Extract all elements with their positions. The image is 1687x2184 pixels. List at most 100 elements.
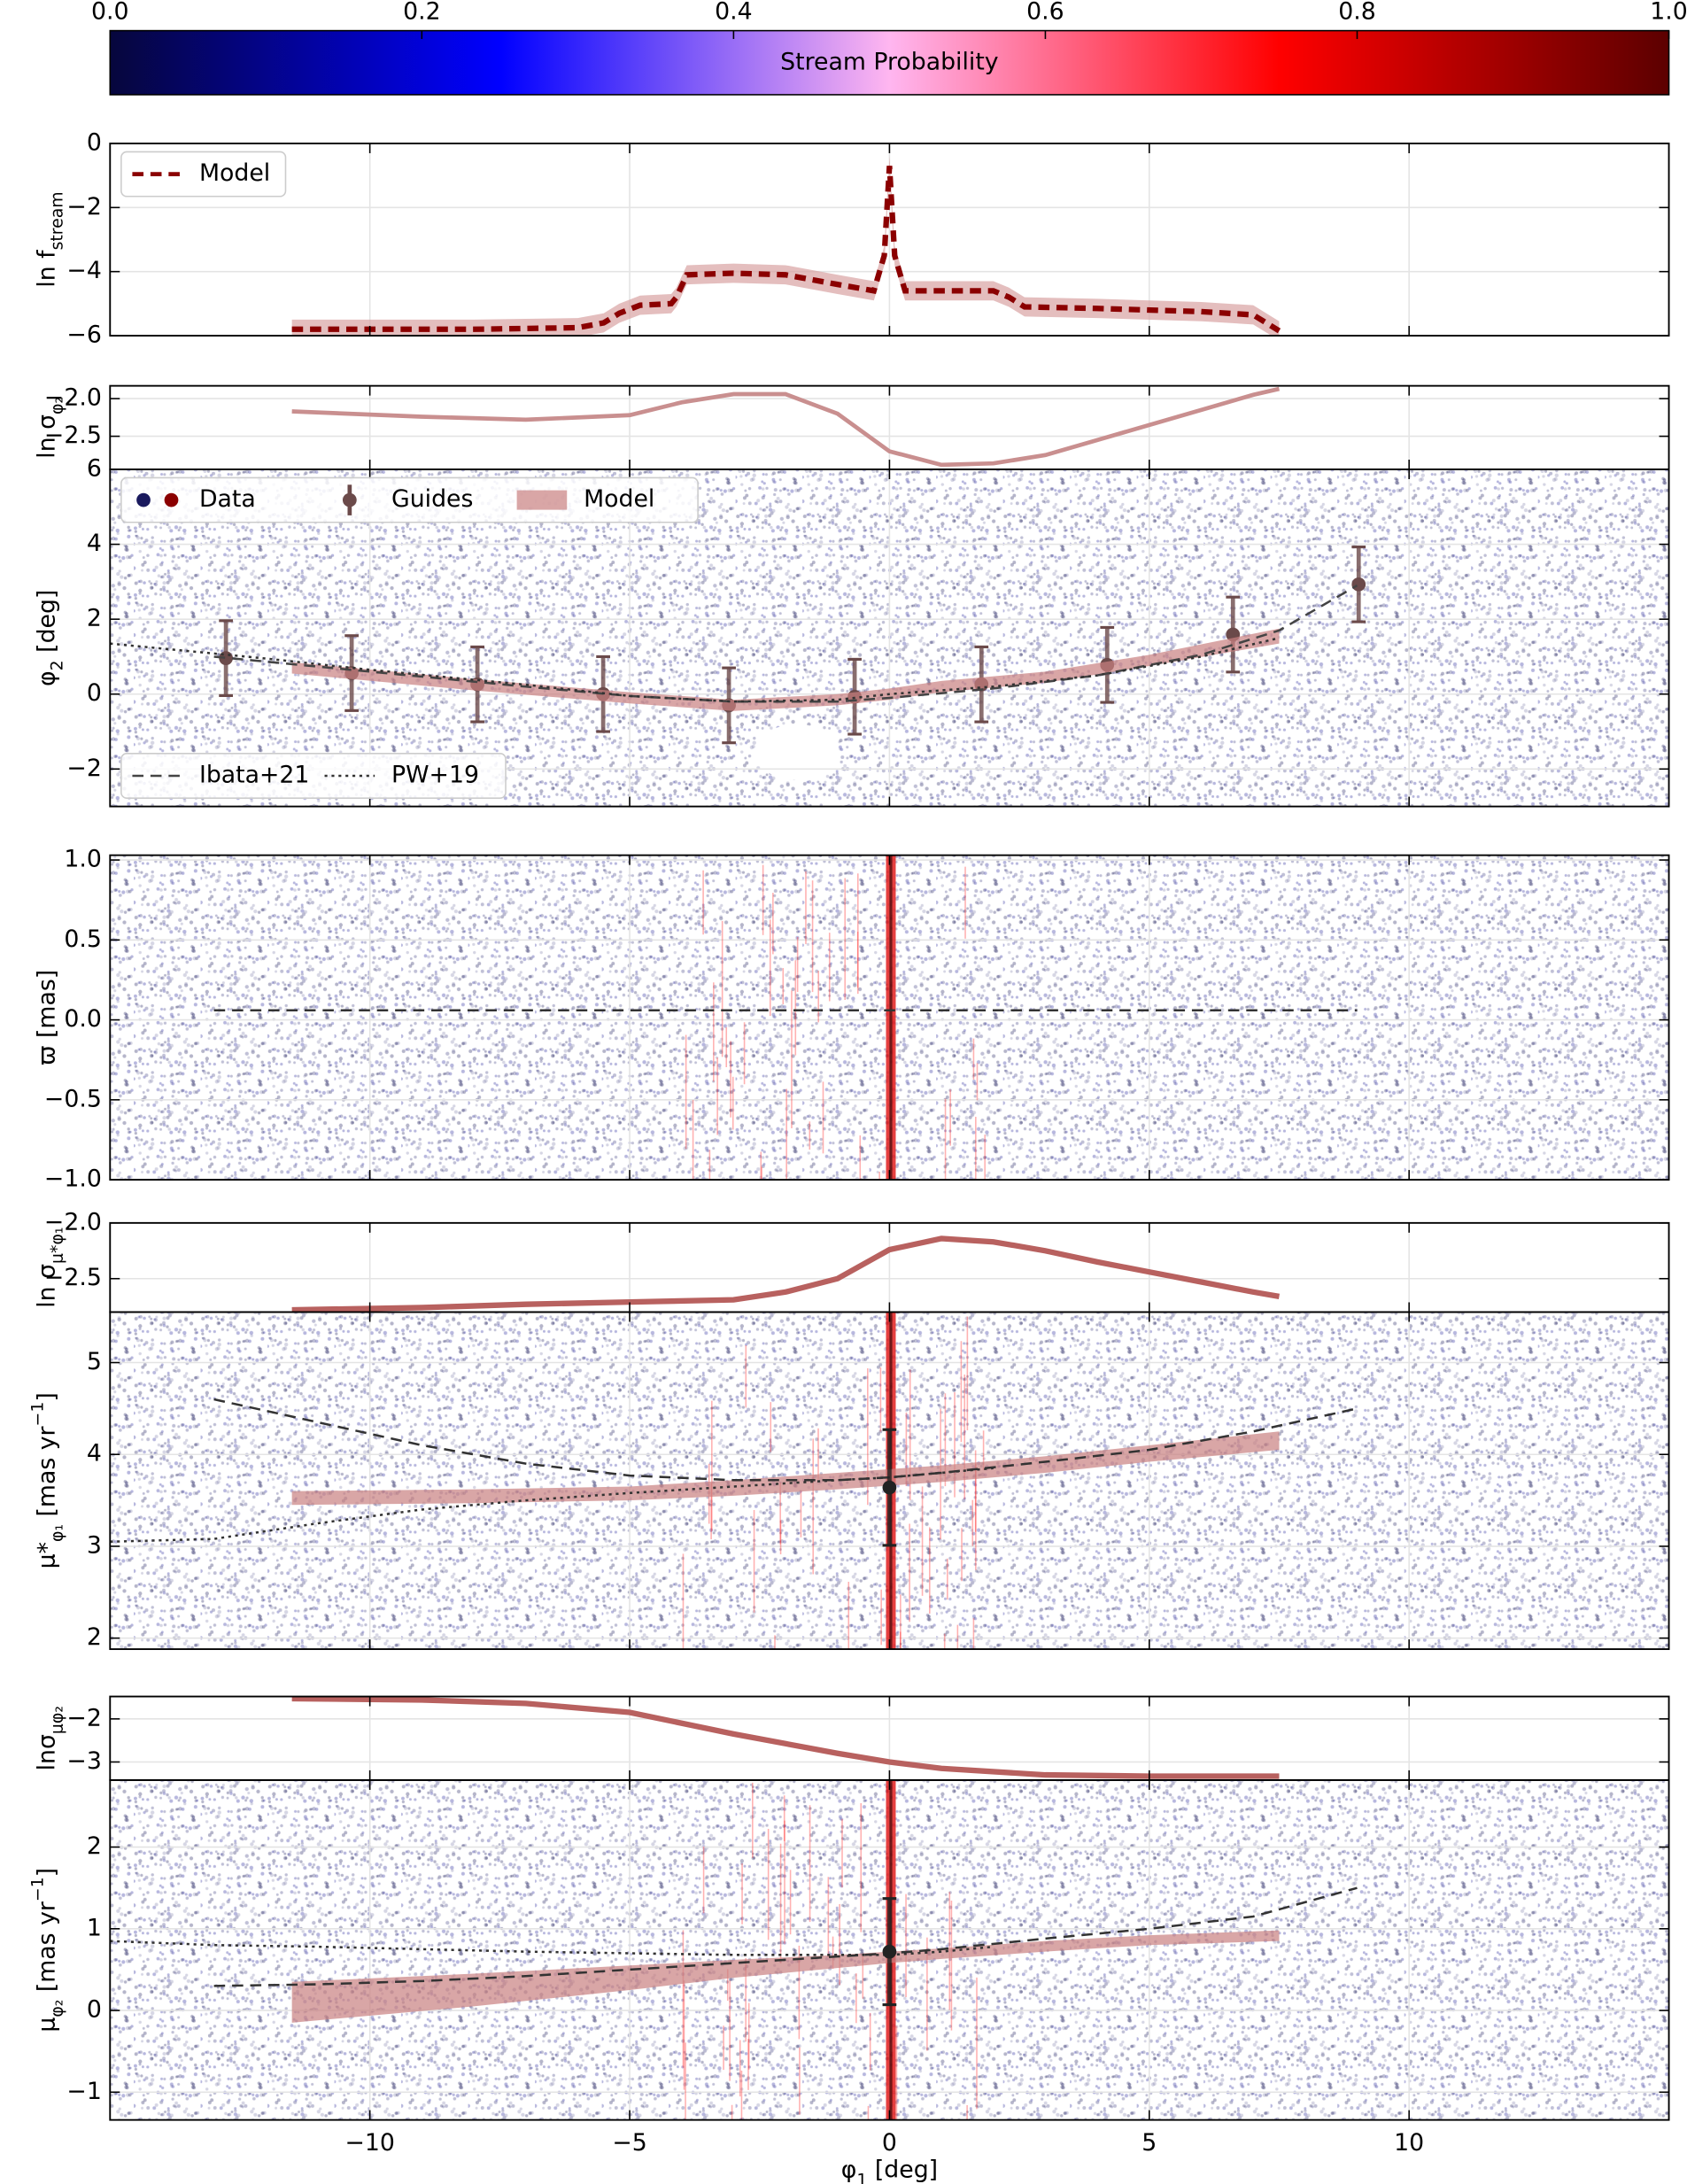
y-tick-label: −2.0	[44, 384, 102, 412]
label-part: φ₂	[47, 2000, 66, 2017]
legend-box	[120, 151, 287, 197]
guide-point	[882, 1944, 897, 1959]
label-part: ϖ [mas]	[33, 970, 60, 1065]
colorbar-tick-label: 0.8	[1338, 0, 1376, 26]
model-band	[291, 1431, 1280, 1506]
track-line	[291, 1696, 1280, 1779]
label-part: stream	[47, 191, 66, 250]
track-line	[110, 637, 1280, 703]
y-tick-label: 2	[87, 605, 102, 632]
label-part: ]	[33, 1868, 60, 1877]
x-tick-label: −5	[612, 2129, 646, 2157]
legend-symbol	[164, 492, 179, 507]
panel	[110, 1696, 1669, 1780]
y-tick-label: −2.5	[44, 422, 102, 449]
y-tick-label: −6	[66, 321, 101, 349]
y-axis-label: ln σμ*φ₁	[33, 1228, 66, 1308]
y-tick-label: 0	[87, 128, 102, 156]
legend: Ibata+21 PW+19	[120, 753, 507, 799]
legend-label: PW+19	[391, 761, 479, 788]
colorbar-label: Stream Probability	[780, 48, 999, 75]
label-part: μφ₂	[47, 1706, 66, 1734]
colorbar-tick-label: 0.6	[1026, 0, 1064, 26]
x-tick-label: 5	[1141, 2129, 1157, 2157]
y-axis-label: ln fstream	[33, 191, 66, 287]
label-part: ]	[33, 1392, 60, 1401]
legend-box	[120, 476, 699, 523]
y-axis-label: μφ₂ [mas yr−1]	[27, 1868, 66, 2033]
panel	[110, 1222, 1669, 1313]
colorbar-tick-label: 0.0	[91, 0, 129, 26]
label-part: φ	[33, 670, 60, 686]
track-line	[291, 166, 1281, 334]
y-tick-label: −2.0	[44, 1208, 102, 1235]
label-part: φ	[841, 2156, 857, 2183]
y-tick-label: 1	[87, 1914, 102, 1941]
track-line	[291, 386, 1281, 468]
label-part: μ*	[33, 1542, 60, 1568]
y-tick-label: 5	[87, 1348, 102, 1375]
label-part: [mas yr	[33, 1426, 60, 1524]
legend-label: Model	[584, 485, 654, 513]
label-part: [mas yr	[33, 1901, 60, 2000]
y-tick-label: 0	[87, 1996, 102, 2024]
x-tick-label: −10	[344, 2129, 394, 2157]
colorbar-tick-label: 1.0	[1650, 0, 1687, 26]
legend-label: Guides	[391, 485, 473, 513]
y-tick-label: 4	[87, 1440, 102, 1468]
track-line	[213, 1886, 1358, 1987]
panel	[110, 385, 1669, 470]
label-part: 2	[47, 660, 66, 670]
legend-label: Data	[199, 485, 256, 513]
model-band	[291, 628, 1280, 711]
y-tick-label: −2	[66, 193, 101, 221]
data-gap	[755, 724, 839, 780]
y-tick-label: 2	[87, 1832, 102, 1860]
y-axis-label: φ2 [deg]	[33, 590, 66, 686]
colorbar-tick-label: 0.2	[403, 0, 441, 26]
y-tick-label: 4	[87, 530, 102, 557]
y-tick-label: 0	[87, 679, 102, 707]
panel	[110, 855, 1669, 1181]
model-band	[291, 156, 1280, 337]
panel	[110, 469, 1669, 807]
y-axis-label: μ*φ₁ [mas yr−1]	[27, 1392, 66, 1568]
x-axis-label: φ1 [deg]	[841, 2156, 938, 2184]
guide-point	[1351, 577, 1366, 592]
y-tick-label: 6	[87, 455, 102, 483]
y-tick-label: −1.0	[44, 1166, 102, 1193]
guide-point	[882, 1480, 897, 1495]
y-tick-label: 0.0	[64, 1005, 102, 1033]
label-part: −1	[27, 1877, 47, 1901]
legend: Data Guides Model	[120, 476, 699, 523]
y-axis-label: lnσμφ₂	[33, 1706, 66, 1770]
track-line	[291, 1235, 1281, 1313]
track-line	[213, 585, 1358, 703]
y-tick-label: −2	[66, 1704, 101, 1731]
y-tick-label: −1	[66, 2078, 101, 2105]
y-tick-label: −3	[66, 1747, 101, 1775]
label-part: −1	[27, 1402, 47, 1427]
label-part: 1	[856, 2170, 867, 2184]
panel	[110, 1779, 1669, 2120]
legend-symbol	[516, 490, 568, 510]
y-tick-label: 2	[87, 1623, 102, 1651]
y-tick-label: −2	[66, 755, 101, 782]
y-axis-label: ϖ [mas]	[33, 970, 60, 1065]
label-part: μ*φ₁	[47, 1228, 66, 1264]
label-part: φ₁	[47, 1524, 66, 1542]
legend-box	[120, 753, 507, 799]
label-part: [deg]	[33, 590, 60, 661]
legend-label: Model	[199, 159, 270, 187]
model-band	[291, 1930, 1280, 2023]
colorbar	[109, 29, 1670, 96]
label-part: ln σ	[33, 1264, 60, 1308]
panel	[110, 143, 1669, 337]
label-part: μ	[33, 2017, 60, 2033]
y-tick-label: 1.0	[64, 846, 102, 873]
label-part: [deg]	[867, 2156, 938, 2183]
legend-label: Ibata+21	[199, 761, 309, 788]
y-tick-label: −4	[66, 257, 101, 284]
label-part: ln f	[33, 250, 60, 288]
